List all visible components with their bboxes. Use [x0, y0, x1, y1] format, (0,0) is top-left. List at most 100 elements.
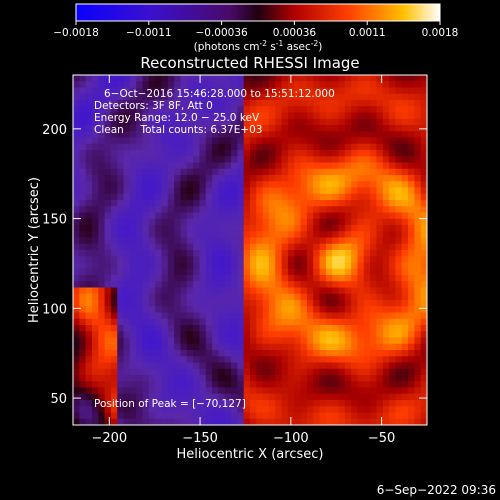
heatmap-cell — [306, 368, 314, 376]
heatmap-cell — [389, 381, 396, 388]
heatmap-cell — [73, 262, 80, 270]
heatmap-cell — [262, 293, 270, 301]
heatmap-cell — [129, 187, 137, 195]
heatmap-cell — [91, 218, 99, 226]
heatmap-cell — [300, 362, 308, 370]
heatmap-cell — [414, 250, 422, 257]
heatmap-cell — [193, 293, 200, 301]
heatmap-cell — [167, 181, 175, 188]
heatmap-cell — [73, 193, 80, 201]
heatmap-cell — [167, 125, 175, 132]
heatmap-cell — [363, 375, 371, 382]
heatmap-cell — [389, 343, 396, 351]
heatmap-cell — [91, 362, 99, 370]
heatmap-cell — [98, 150, 106, 157]
heatmap-cell — [275, 93, 283, 101]
heatmap-cell — [408, 325, 415, 332]
heatmap-cell — [129, 206, 137, 213]
heatmap-cell — [123, 368, 131, 376]
heatmap-cell — [332, 362, 339, 370]
heatmap-cell — [287, 325, 295, 332]
heatmap-cell — [382, 87, 390, 95]
heatmap-cell — [281, 206, 289, 213]
heatmap-cell — [186, 218, 194, 226]
heatmap-cell — [218, 287, 226, 295]
heatmap-cell — [319, 343, 327, 351]
heatmap-cell — [117, 387, 124, 395]
heatmap-cell — [237, 250, 245, 257]
heatmap-cell — [344, 393, 352, 401]
heatmap-cell — [287, 87, 295, 95]
heatmap-cell — [123, 162, 131, 170]
heatmap-cell — [414, 281, 422, 288]
heatmap-cell — [161, 343, 169, 351]
heatmap-cell — [275, 218, 283, 226]
heatmap-cell — [136, 231, 143, 238]
heatmap-cell — [243, 412, 251, 420]
heatmap-cell — [136, 250, 143, 257]
heatmap-cell — [300, 393, 308, 401]
heatmap-cell — [142, 381, 150, 388]
heatmap-cell — [363, 418, 371, 425]
heatmap-cell — [104, 206, 112, 213]
heatmap-cell — [268, 187, 276, 195]
heatmap-cell — [104, 406, 112, 413]
heatmap-cell — [104, 412, 112, 420]
heatmap-cell — [408, 312, 415, 320]
heatmap-cell — [110, 75, 118, 82]
heatmap-cell — [79, 393, 87, 401]
heatmap-cell — [401, 406, 409, 413]
heatmap-cell — [148, 106, 156, 113]
heatmap-cell — [256, 193, 264, 201]
heatmap-cell — [237, 175, 245, 182]
heatmap-cell — [262, 381, 270, 388]
heatmap-cell — [85, 175, 93, 182]
heatmap-cell — [389, 281, 396, 288]
heatmap-cell — [148, 368, 156, 376]
heatmap-cell — [193, 262, 200, 270]
heatmap-cell — [332, 75, 339, 82]
heatmap-cell — [376, 87, 384, 95]
heatmap-cell — [186, 306, 194, 313]
colorbar-tick-label: 0.0011 — [349, 27, 386, 39]
heatmap-cell — [401, 156, 409, 163]
heatmap-cell — [73, 275, 80, 282]
heatmap-cell — [110, 218, 118, 226]
heatmap-cell — [262, 231, 270, 238]
heatmap-cell — [231, 237, 238, 245]
heatmap-cell — [205, 150, 213, 157]
heatmap-cell — [91, 418, 99, 425]
heatmap-cell — [313, 300, 320, 307]
heatmap-cell — [231, 356, 238, 363]
heatmap-cell — [224, 418, 232, 425]
heatmap-cell — [262, 312, 270, 320]
heatmap-cell — [123, 406, 131, 413]
heatmap-cell — [161, 300, 169, 307]
heatmap-cell — [218, 412, 226, 420]
heatmap-cell — [243, 212, 251, 220]
heatmap-cell — [313, 356, 320, 363]
heatmap-cell — [256, 206, 264, 213]
heatmap-cell — [117, 318, 124, 326]
heatmap-cell — [224, 368, 232, 376]
heatmap-cell — [174, 418, 181, 425]
heatmap-cell — [268, 81, 276, 88]
heatmap-cell — [136, 381, 143, 388]
heatmap-cell — [231, 281, 238, 288]
heatmap-cell — [142, 168, 150, 176]
heatmap-cell — [110, 268, 118, 276]
heatmap-cell — [408, 387, 415, 395]
heatmap-cell — [136, 137, 143, 145]
heatmap-cell — [401, 206, 409, 213]
heatmap-cell — [408, 337, 415, 345]
heatmap-cell — [85, 143, 93, 151]
heatmap-cell — [313, 406, 320, 413]
heatmap-cell — [136, 300, 143, 307]
heatmap-cell — [338, 175, 346, 182]
heatmap-cell — [319, 112, 327, 120]
heatmap-cell — [155, 181, 162, 188]
heatmap-cell — [357, 168, 365, 176]
heatmap-cell — [136, 418, 143, 425]
heatmap-cell — [110, 368, 118, 376]
heatmap-cell — [256, 262, 264, 270]
